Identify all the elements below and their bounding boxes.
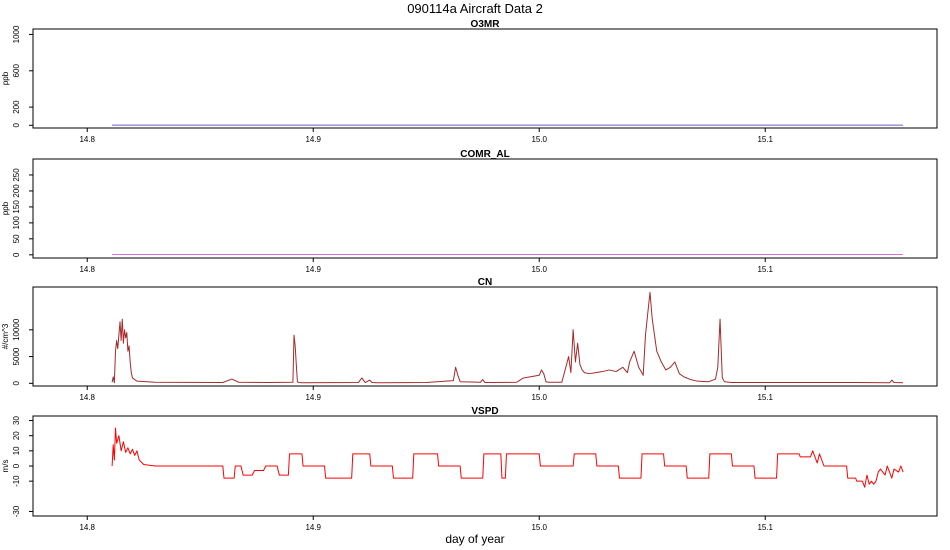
- y-tick-label: 150: [12, 200, 21, 214]
- y-axis-label: #/cm^3: [1, 323, 10, 349]
- x-tick-label: 14.8: [79, 135, 95, 144]
- y-tick-label: 0: [12, 381, 21, 386]
- panel-title: O3MR: [471, 19, 501, 30]
- y-axis-label: ppb: [1, 71, 10, 85]
- x-axis-label: day of year: [445, 532, 504, 546]
- y-axis-label: m/s: [1, 460, 10, 473]
- x-tick-label: 15.0: [531, 265, 547, 274]
- y-tick-label: 10: [12, 446, 21, 455]
- y-tick-label: -30: [12, 505, 21, 517]
- y-tick-label: 0: [12, 463, 21, 468]
- x-tick-label: 14.9: [305, 135, 321, 144]
- x-tick-label: 14.8: [79, 393, 95, 402]
- panel-vspd: VSPD m/s -30 -10 0 10 20 30 14.8 14.9 15.0 15.1: [1, 406, 938, 532]
- x-tick-label: 14.8: [79, 265, 95, 274]
- y-axis-label: ppb: [1, 201, 10, 215]
- y-tick-label: 50: [12, 234, 21, 243]
- x-tick-label: 15.1: [757, 523, 773, 532]
- x-tick-label: 15.1: [757, 393, 773, 402]
- panel-cn: CN #/cm^3 0 5000 10000 14.8 14.9 15.0 15.1: [1, 277, 938, 402]
- panel-title: CN: [478, 277, 492, 288]
- figure-title: 090114a Aircraft Data 2: [407, 1, 543, 16]
- panel-frame: [32, 286, 938, 387]
- x-tick-label: 15.0: [531, 523, 547, 532]
- x-tick-label: 14.9: [305, 393, 321, 402]
- x-tick-label: 15.1: [757, 135, 773, 144]
- y-tick-label: 20: [12, 431, 21, 440]
- y-tick-label: 30: [12, 416, 21, 425]
- y-tick-label: 600: [12, 64, 21, 78]
- panel-o3mr: O3MR ppb 0 200 600 1000 14.8 14.9 15.0 15.1: [1, 19, 938, 144]
- y-tick-label: 200: [12, 184, 21, 198]
- series-line-cn: [111, 291, 904, 384]
- x-tick-label: 15.1: [757, 265, 773, 274]
- x-tick-label: 14.9: [305, 523, 321, 532]
- y-tick-label: 0: [12, 123, 21, 128]
- y-tick-label: 1000: [12, 25, 21, 43]
- panel-frame: [32, 158, 938, 259]
- series-line-vspd: [111, 427, 904, 488]
- x-tick-label: 15.0: [531, 135, 547, 144]
- y-tick-label: 200: [12, 100, 21, 114]
- panel-title: COMR_AL: [460, 149, 509, 160]
- y-tick-label: 5000: [12, 347, 21, 365]
- panel-frame: [32, 28, 938, 129]
- x-tick-label: 14.8: [79, 523, 95, 532]
- y-tick-label: 250: [12, 168, 21, 182]
- y-tick-label: 10000: [12, 318, 21, 341]
- x-tick-label: 15.0: [531, 393, 547, 402]
- x-tick-label: 14.9: [305, 265, 321, 274]
- y-tick-label: 100: [12, 216, 21, 230]
- y-tick-label: 0: [12, 252, 21, 257]
- y-tick-label: -10: [12, 475, 21, 487]
- panel-title: VSPD: [471, 406, 498, 417]
